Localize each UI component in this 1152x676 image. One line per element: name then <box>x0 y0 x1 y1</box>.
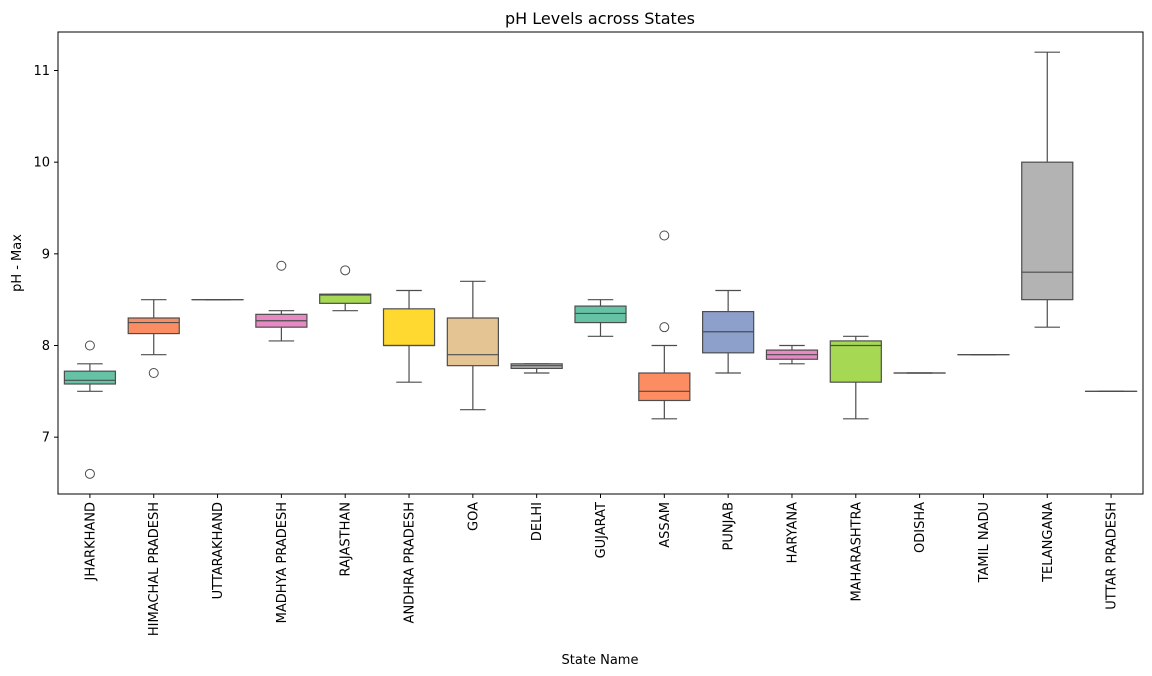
box-body <box>63 370 117 385</box>
x-tick-label: TAMIL NADU <box>977 502 992 583</box>
box-body <box>829 340 882 383</box>
x-tick-label: RAJASTHAN <box>339 502 354 576</box>
box-body <box>446 317 499 367</box>
plot-frame <box>57 31 1144 495</box>
x-tick-label: TELANGANA <box>1041 502 1056 583</box>
y-axis-title: pH - Max <box>10 234 25 292</box>
box-goa <box>446 280 499 411</box>
outlier-point <box>659 230 670 241</box>
outlier-point <box>659 322 670 333</box>
x-tick-label: HIMACHAL PRADESH <box>147 502 162 636</box>
x-tick-label: MADHYA PRADESH <box>275 502 290 623</box>
x-tick-label: PUNJAB <box>722 502 737 551</box>
box-body <box>638 372 691 402</box>
box-delhi <box>510 363 563 374</box>
outlier-point <box>340 265 351 276</box>
box-punjab <box>702 289 755 374</box>
box-body <box>127 317 180 335</box>
box-assam <box>638 230 691 420</box>
x-tick-label: MAHARASHTRA <box>849 502 864 602</box>
box-rajasthan <box>319 265 372 312</box>
box-body <box>319 293 372 304</box>
box-telangana <box>1021 51 1074 328</box>
box-maharashtra <box>829 335 882 420</box>
x-tick-label: ASSAM <box>658 502 673 548</box>
y-tick-label: 10 <box>33 156 50 171</box>
x-tick-label: GOA <box>466 502 481 531</box>
y-tick-label: 8 <box>42 339 50 354</box>
y-tick-label: 9 <box>42 247 50 262</box>
box-madhya-pradesh <box>255 260 308 342</box>
x-tick-label: DELHI <box>530 502 545 541</box>
outlier-point <box>148 368 159 378</box>
x-tick-label: JHARKHAND <box>83 502 98 581</box>
box-gujarat <box>574 299 627 337</box>
box-andhra-pradesh <box>382 289 436 383</box>
x-tick-label: ODISHA <box>913 502 928 553</box>
outlier-point <box>84 340 95 351</box>
x-tick-label: GUJARAT <box>594 502 609 558</box>
box-haryana <box>765 344 819 365</box>
y-tick-label: 7 <box>42 431 50 446</box>
box-body <box>574 305 627 324</box>
chart-title: pH Levels across States <box>505 9 695 28</box>
outlier-point <box>276 260 287 271</box>
x-axis-title: State Name <box>562 653 639 668</box>
box-himachal-pradesh <box>127 299 180 378</box>
x-tick-label: UTTAR PRADESH <box>1105 502 1120 610</box>
box-body <box>382 308 436 347</box>
x-tick-label: UTTARAKHAND <box>211 502 226 599</box>
box-jharkhand <box>63 340 117 479</box>
plot-area: 7 8 9 10 11 JHARKHAND HIMACHAL PRADESH UTTARAKH… <box>33 31 1144 636</box>
x-tick-label: ANDHRA PRADESH <box>403 502 418 623</box>
box-body <box>1021 161 1074 301</box>
y-tick-label: 11 <box>33 64 50 79</box>
x-tick-label: HARYANA <box>785 502 800 563</box>
outlier-point <box>84 468 95 479</box>
